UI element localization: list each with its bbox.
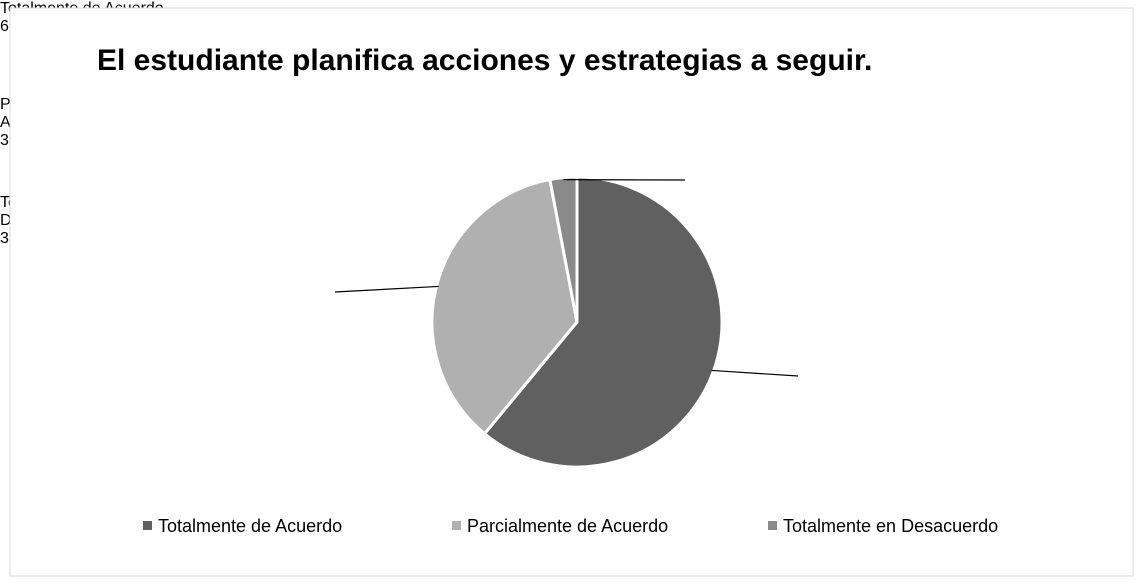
legend-swatch [452,521,461,530]
legend-label: Parcialmente de Acuerdo [467,516,668,536]
pie-slice [548,175,579,323]
leader-line [711,369,799,377]
legend-label: Totalmente en Desacuerdo [783,516,998,536]
legend-swatch [143,521,152,530]
legend-label: Totalmente de Acuerdo [158,516,342,536]
chart-title: El estudiante planifica acciones y estra… [97,44,872,77]
legend-swatch [768,521,777,530]
leader-line [334,285,439,293]
